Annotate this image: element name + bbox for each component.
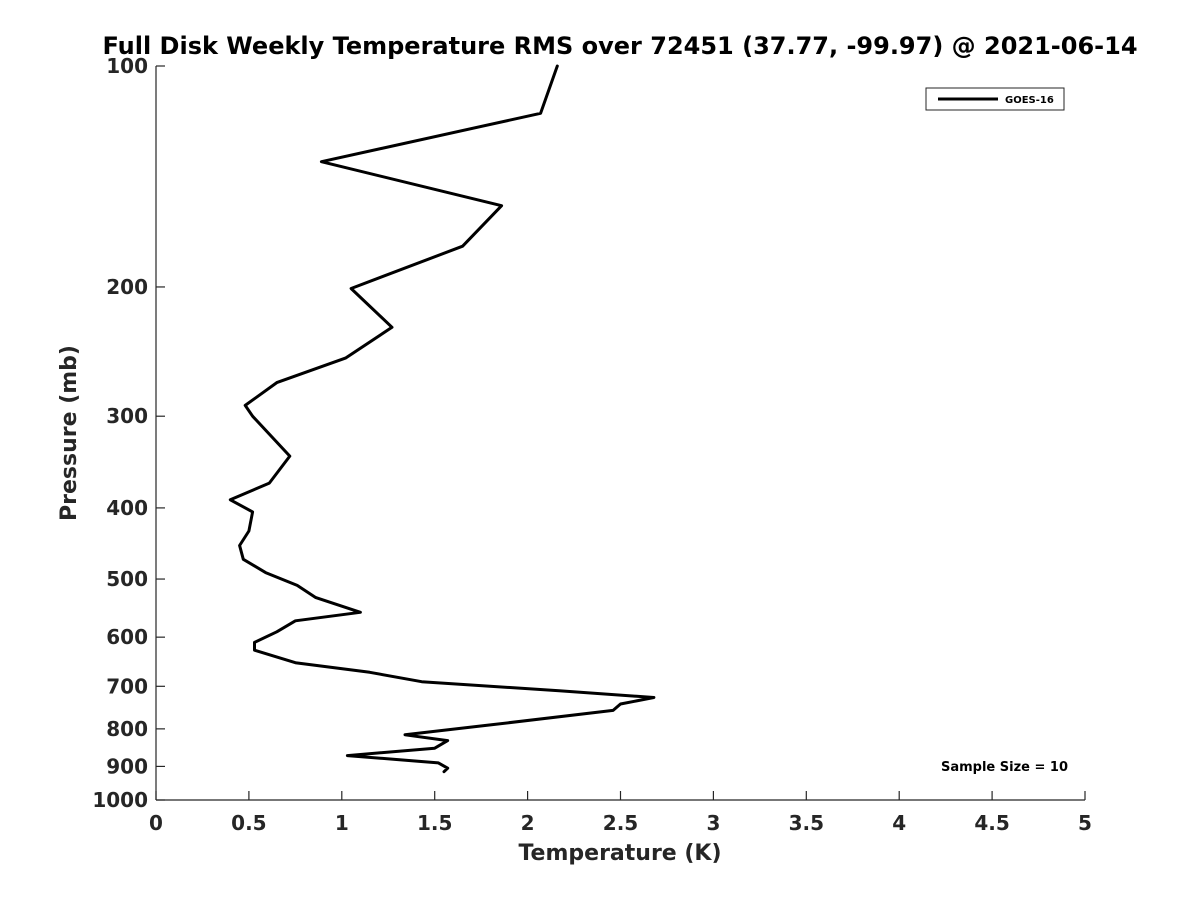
- y-ticks: 100 200 300 400 500 600 700 800 900 1000: [92, 54, 165, 812]
- legend: GOES-16: [925, 87, 1065, 111]
- x-tick-label: 5: [1078, 811, 1092, 835]
- series-layer: [228, 64, 656, 774]
- y-tick-label: 500: [106, 567, 148, 591]
- y-tick-label: 400: [106, 496, 148, 520]
- chart-title: Full Disk Weekly Temperature RMS over 72…: [102, 32, 1137, 60]
- sample-size-annotation: Sample Size = 10: [941, 760, 1068, 775]
- x-tick-label: 2.5: [603, 811, 638, 835]
- x-tick-label: 4: [892, 811, 906, 835]
- y-tick-label: 800: [106, 717, 148, 741]
- y-tick-label: 1000: [92, 788, 148, 812]
- series-line-goes-16: [228, 64, 656, 774]
- y-tick-label: 200: [106, 275, 148, 299]
- legend-label: GOES-16: [1005, 95, 1054, 106]
- x-tick-label: 0.5: [231, 811, 266, 835]
- x-tick-label: 3: [706, 811, 720, 835]
- y-tick-label: 700: [106, 674, 148, 698]
- x-tick-label: 3.5: [789, 811, 824, 835]
- x-ticks: 0 0.5 1 1.5 2 2.5 3 3.5 4 4.5 5: [149, 791, 1092, 835]
- plot-axes: [155, 66, 1085, 801]
- y-tick-label: 100: [106, 54, 148, 78]
- y-axis-label: Pressure (mb): [57, 345, 82, 521]
- x-tick-label: 2: [521, 811, 535, 835]
- x-tick-label: 4.5: [974, 811, 1009, 835]
- y-tick-label: 900: [106, 754, 148, 778]
- y-tick-label: 300: [106, 404, 148, 428]
- x-tick-label: 1.5: [417, 811, 452, 835]
- y-tick-label: 600: [106, 625, 148, 649]
- x-tick-label: 1: [335, 811, 349, 835]
- x-tick-label: 0: [149, 811, 163, 835]
- x-axis-label: Temperature (K): [518, 841, 721, 866]
